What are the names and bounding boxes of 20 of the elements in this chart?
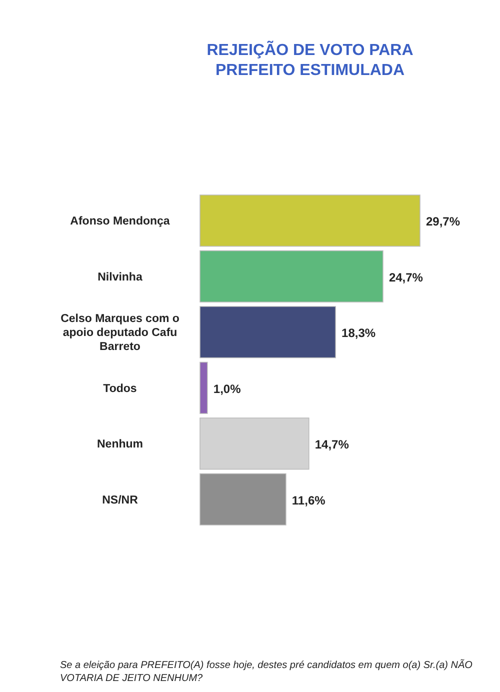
data-label: 11,6% xyxy=(292,493,326,508)
bar xyxy=(200,250,384,302)
data-label: 29,7% xyxy=(426,214,460,229)
data-label: 14,7% xyxy=(314,438,350,452)
bar xyxy=(200,473,286,526)
y-tick-label: NS/NR xyxy=(102,494,139,506)
text: Se a eleição para PREFEITO(A) fosse hoje, destes pré candidatos em quem o(a) Sr.(a) NÃO VOTARIA DE JEITO NENHUM? xyxy=(60,659,473,684)
y-tick-label: Nenhum xyxy=(97,438,143,451)
y-tick-label: Afonso Mendonça xyxy=(70,216,170,228)
chart-title: REJEIÇÃO DE VOTO PARA PREFEITO ESTIMULADA xyxy=(206,40,414,79)
bar xyxy=(200,306,336,358)
data-label: 1,0% xyxy=(213,382,242,396)
y-tick-label: Celso Marques com o apoio deputado Cafu Barreto xyxy=(60,313,180,354)
bar xyxy=(200,362,208,414)
data-label: 18,3% xyxy=(342,326,376,340)
y-tick-label: Nilvinha xyxy=(98,271,143,284)
data-label: 24,7% xyxy=(388,270,424,284)
bar xyxy=(200,418,310,470)
y-tick-label: Todos xyxy=(103,382,137,395)
bar xyxy=(200,194,420,247)
